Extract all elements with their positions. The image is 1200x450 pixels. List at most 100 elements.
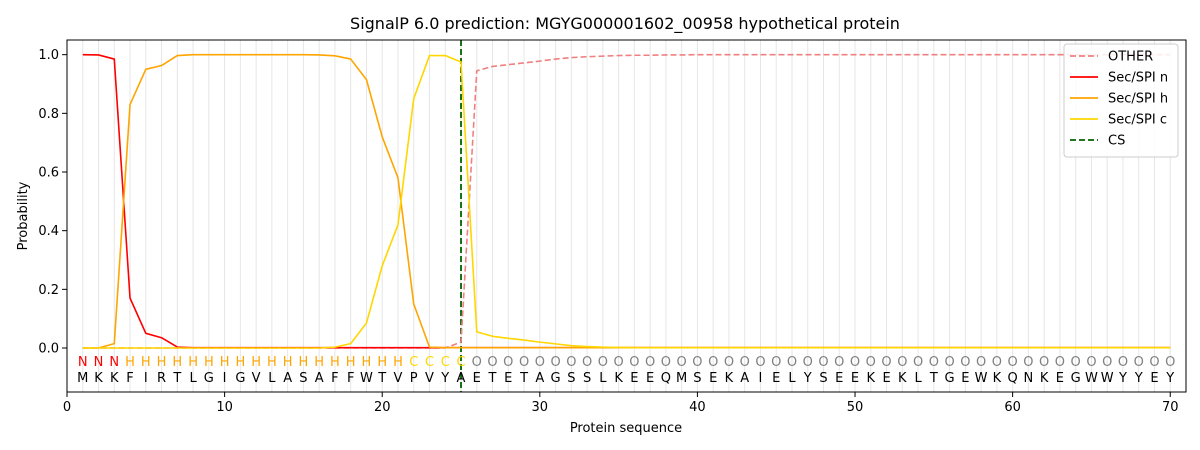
y-tick-label: 0.4 xyxy=(38,224,59,239)
region-label: C xyxy=(425,355,434,370)
x-tick-label: 60 xyxy=(1004,400,1021,415)
region-label: O xyxy=(803,355,813,370)
residue-label: A xyxy=(740,371,749,386)
region-label: H xyxy=(172,355,182,370)
residue-label: K xyxy=(614,371,623,386)
region-label: O xyxy=(487,355,497,370)
x-tick-label: 0 xyxy=(63,400,71,415)
y-tick-label: 0.2 xyxy=(38,283,59,298)
region-label: O xyxy=(582,355,592,370)
region-label: N xyxy=(78,355,88,370)
residue-label: G xyxy=(1071,371,1081,386)
region-label: H xyxy=(362,355,372,370)
region-label: H xyxy=(235,355,245,370)
residue-label: K xyxy=(94,371,103,386)
residue-label: Y xyxy=(1118,371,1127,386)
residue-label: M xyxy=(77,371,88,386)
region-label: O xyxy=(1039,355,1049,370)
region-label: O xyxy=(1071,355,1081,370)
region-label: O xyxy=(1134,355,1144,370)
residue-label: L xyxy=(788,371,796,386)
region-label: O xyxy=(1023,355,1033,370)
y-axis-ticks: 0.0 0.2 0.4 0.6 0.8 1.0 xyxy=(38,48,67,357)
residue-label: S xyxy=(567,371,575,386)
residue-label: A xyxy=(283,371,292,386)
residue-label: G xyxy=(204,371,214,386)
residue-label: K xyxy=(867,371,876,386)
residue-label: I xyxy=(223,371,227,386)
region-label: O xyxy=(503,355,513,370)
residue-label: K xyxy=(110,371,119,386)
x-tick-label: 40 xyxy=(689,400,706,415)
residue-label: Y xyxy=(1165,371,1174,386)
region-label: O xyxy=(1102,355,1112,370)
residue-label: S xyxy=(583,371,591,386)
residue-label: K xyxy=(993,371,1002,386)
residue-label: E xyxy=(882,371,890,386)
residue-label: L xyxy=(189,371,197,386)
region-label: O xyxy=(598,355,608,370)
region-label: H xyxy=(393,355,403,370)
region-label: C xyxy=(409,355,418,370)
region-label: O xyxy=(550,355,560,370)
grid-lines xyxy=(82,40,1171,392)
region-label: O xyxy=(1086,355,1096,370)
region-label: O xyxy=(913,355,923,370)
residue-label: E xyxy=(1150,371,1158,386)
region-label: O xyxy=(755,355,765,370)
residue-label: V xyxy=(394,371,403,386)
residue-label: E xyxy=(851,371,859,386)
residue-label: E xyxy=(709,371,717,386)
region-label: O xyxy=(535,355,545,370)
region-label: O xyxy=(519,355,529,370)
residue-label: S xyxy=(299,371,307,386)
region-label: O xyxy=(692,355,702,370)
residue-label: S xyxy=(819,371,827,386)
residue-label: E xyxy=(630,371,638,386)
region-label: O xyxy=(1165,355,1175,370)
y-tick-label: 0.0 xyxy=(38,342,59,357)
y-axis-label: Probability xyxy=(16,181,31,250)
region-label: O xyxy=(818,355,828,370)
region-label: H xyxy=(188,355,198,370)
region-label: O xyxy=(724,355,734,370)
residue-label: R xyxy=(157,371,166,386)
region-label: H xyxy=(157,355,167,370)
residue-label: Y xyxy=(440,371,449,386)
residue-label: T xyxy=(488,371,497,386)
region-label: C xyxy=(456,355,465,370)
residue-label: W xyxy=(1101,371,1114,386)
series-line-2 xyxy=(82,53,1171,349)
residue-label: A xyxy=(315,371,324,386)
residue-label: W xyxy=(360,371,373,386)
y-tick-label: 1.0 xyxy=(38,48,59,63)
region-label: O xyxy=(1118,355,1128,370)
region-label: O xyxy=(834,355,844,370)
residue-label: P xyxy=(410,371,418,386)
legend-box xyxy=(1063,43,1179,158)
x-tick-label: 30 xyxy=(532,400,549,415)
y-tick-label: 0.6 xyxy=(38,166,59,181)
y-tick-label: 0.8 xyxy=(38,107,59,122)
region-label: O xyxy=(787,355,797,370)
x-tick-label: 20 xyxy=(374,400,391,415)
region-label: O xyxy=(677,355,687,370)
region-label: O xyxy=(850,355,860,370)
x-tick-label: 70 xyxy=(1162,400,1179,415)
region-label: H xyxy=(251,355,261,370)
region-label: O xyxy=(960,355,970,370)
residue-label: I xyxy=(144,371,148,386)
residue-label: T xyxy=(929,371,938,386)
series-line-3 xyxy=(82,54,1171,349)
residue-label: L xyxy=(914,371,922,386)
region-label: O xyxy=(976,355,986,370)
series-line-0 xyxy=(82,53,1171,349)
x-tick-label: 10 xyxy=(216,400,233,415)
legend-label: Sec/SPI c xyxy=(1108,113,1167,128)
region-label: H xyxy=(299,355,309,370)
residue-label: K xyxy=(898,371,907,386)
residue-label: G xyxy=(551,371,561,386)
region-label: O xyxy=(740,355,750,370)
